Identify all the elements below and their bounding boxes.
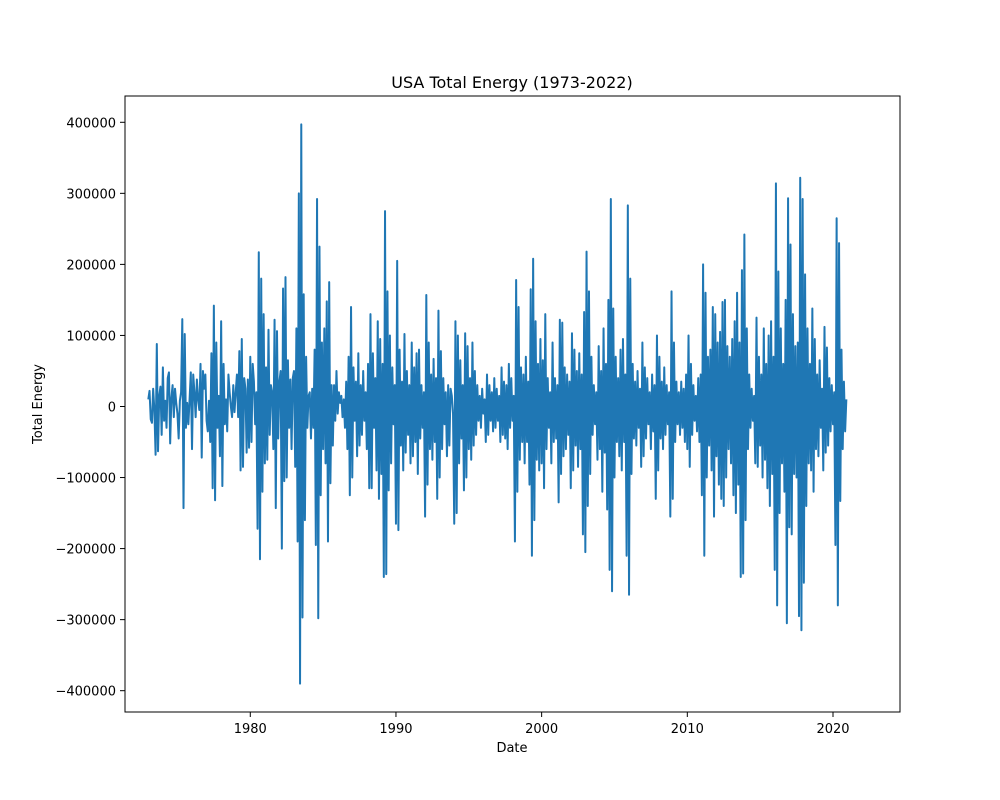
y-tick-label: 0 — [108, 400, 116, 415]
y-tick-label: 100000 — [66, 329, 116, 344]
y-axis-label: Total Energy — [31, 364, 46, 445]
y-axis: −400000 −300000 −200000 −100000 0 100000 20000… — [55, 116, 125, 700]
x-tick-label: 2000 — [525, 722, 558, 737]
x-axis-label: Date — [496, 741, 527, 756]
y-tick-label: 400000 — [66, 116, 116, 131]
y-tick-label: −100000 — [55, 472, 116, 487]
x-tick-label: 2020 — [816, 722, 849, 737]
plot-area — [147, 123, 848, 685]
chart-title: USA Total Energy (1973-2022) — [391, 73, 632, 92]
y-tick-label: −200000 — [55, 543, 116, 558]
series-line — [147, 123, 848, 685]
y-tick-label: −300000 — [55, 614, 116, 629]
x-tick-label: 1990 — [379, 722, 412, 737]
axes-frame — [124, 95, 901, 713]
x-axis: 1980 1990 2000 2010 2020 — [234, 712, 850, 737]
y-tick-label: 300000 — [66, 187, 116, 202]
y-tick-label: −400000 — [55, 685, 116, 700]
x-tick-label: 1980 — [234, 722, 267, 737]
y-tick-label: 200000 — [66, 258, 116, 273]
x-tick-label: 2010 — [671, 722, 704, 737]
